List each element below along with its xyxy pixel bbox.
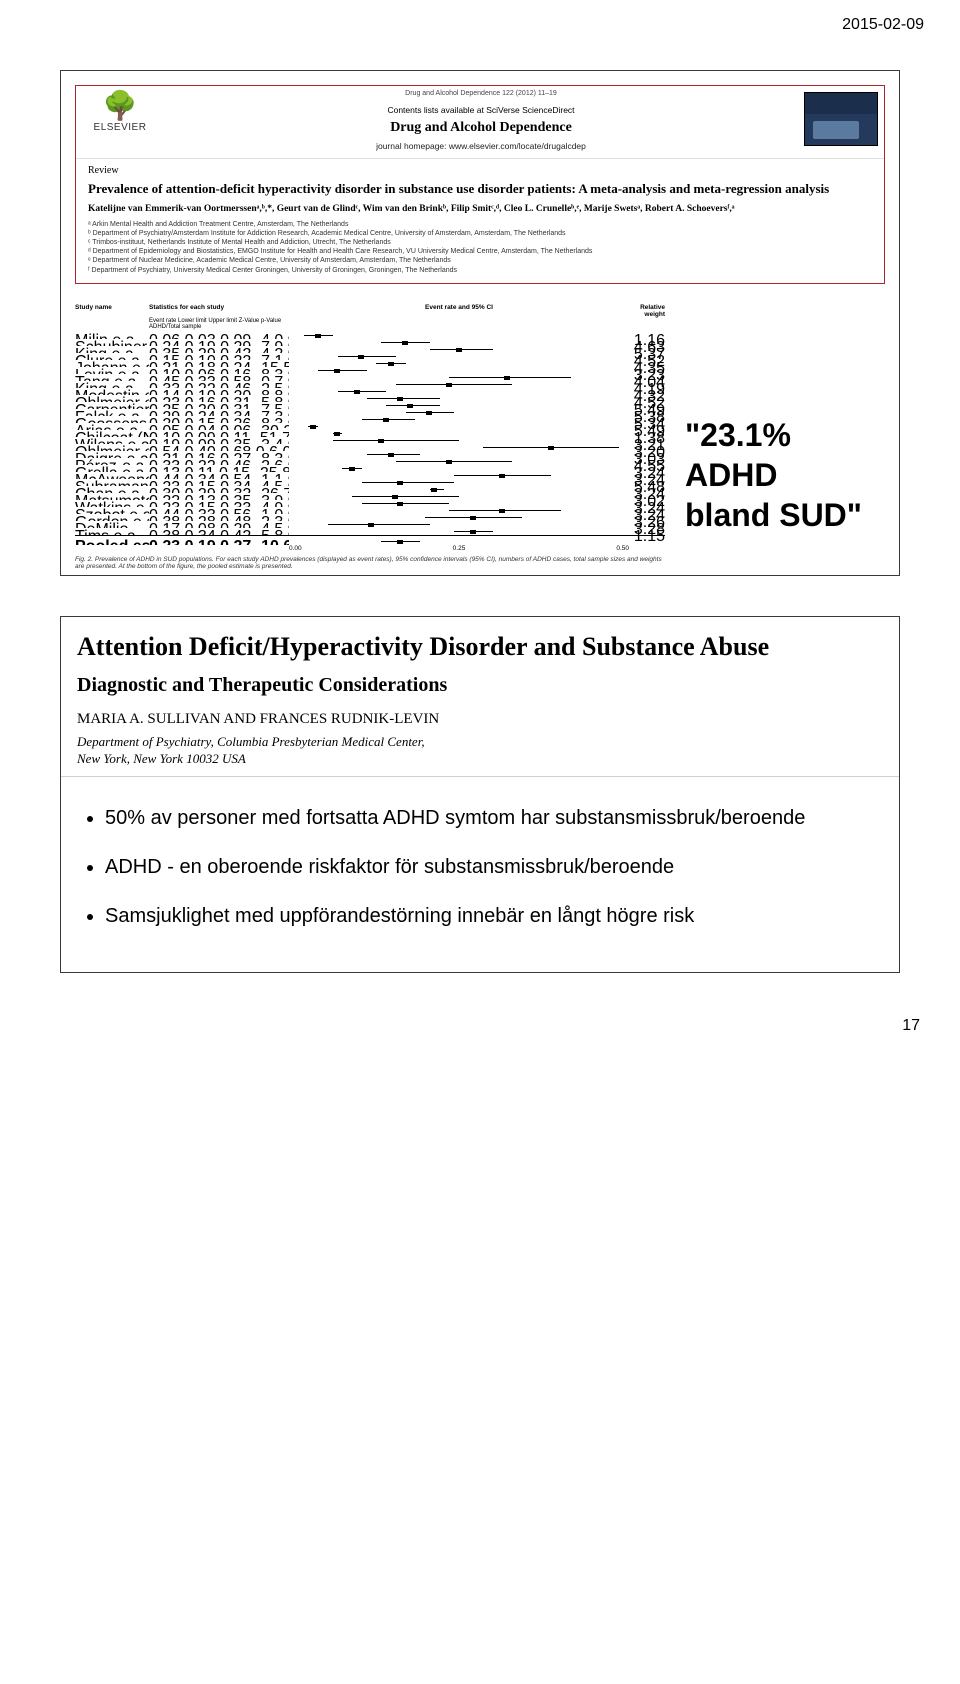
forest-col-study: Study name xyxy=(75,304,149,318)
affiliation-list: ᵃ Arkin Mental Health and Addiction Trea… xyxy=(76,218,884,283)
headline-quote: "23.1% ADHD bland SUD" xyxy=(685,415,893,535)
article-type-label: Review xyxy=(76,159,884,178)
affiliation-line: ᵈ Department of Epidemiology and Biostat… xyxy=(88,247,872,256)
forest-study-row: Levin e.a.0.10 0.06 0.16 -8.3 0.00 14/13… xyxy=(75,367,665,374)
author-list: Katelijne van Emmerik-van Oortmerssenᵃ,ᵇ… xyxy=(76,199,884,218)
slide2-affiliation: Department of Psychiatry, Columbia Presb… xyxy=(77,734,883,768)
headline-line1: "23.1% ADHD xyxy=(685,415,881,495)
slide2-authors: MARIA A. SULLIVAN AND FRANCES RUDNIK-LEV… xyxy=(77,711,883,728)
forest-study-row: Arias e.a.0.05 0.04 0.06 -30.2 0.00 98/1… xyxy=(75,423,665,430)
forest-study-row: DeMilio0.17 0.08 0.29 -4.5 0.00 8/573.28 xyxy=(75,521,665,528)
forest-study-row: Modestin e.a.0.14 0.10 0.20 -8.8 0.00 19… xyxy=(75,388,665,395)
forest-study-row: Grella e.a.0.13 0.11 0.15 -25.8 0.00 145… xyxy=(75,465,665,472)
forest-col-stats: Statistics for each study xyxy=(149,304,289,318)
elsevier-logo-block: 🌳 ELSEVIER xyxy=(76,86,164,158)
forest-study-row: King e.a.0.33 0.22 0.46 -2.5 0.01 22/664… xyxy=(75,381,665,388)
elsevier-tree-icon: 🌳 xyxy=(80,92,160,120)
headline-line2: bland SUD" xyxy=(685,495,881,535)
affiliation-line: ᵉ Department of Nuclear Medicine, Academ… xyxy=(88,256,872,265)
forest-study-row: Goossens e.a.0.20 0.15 0.26 -8.3 0.00 41… xyxy=(75,416,665,423)
forest-study-row: Wilens e.a.0.19 0.09 0.35 -3.4 0.00 6/31… xyxy=(75,437,665,444)
forest-study-row: Chilcoat (NESARC)0.10 0.09 0.11 -51.7 0.… xyxy=(75,430,665,437)
forest-study-row: Watkins e.a.0.23 0.15 0.33 -4.9 0.00 17/… xyxy=(75,500,665,507)
slide-2: Attention Deficit/Hyperactivity Disorder… xyxy=(60,616,900,972)
forest-study-row: Falck e.a.0.29 0.24 0.34 -7.3 0.00 85/29… xyxy=(75,409,665,416)
forest-study-row: Johann e.a.0.21 0.18 0.24 -15.5 0.00 65/… xyxy=(75,360,665,367)
journal-issue: Drug and Alcohol Dependence 122 (2012) 1… xyxy=(170,90,792,99)
header-date: 2015-02-09 xyxy=(0,0,960,42)
contents-line: Contents lists available at SciVerse Sci… xyxy=(170,105,792,116)
journal-title: Drug and Alcohol Dependence xyxy=(170,119,792,137)
forest-col-axis: Event rate and 95% CI xyxy=(289,304,629,318)
paper-title: Prevalence of attention-deficit hyperact… xyxy=(76,177,884,199)
forest-study-row: Carpentier e.a.0.25 0.20 0.31 -7.5 0.00 … xyxy=(75,402,665,409)
forest-study-row: Ohlmeier e.a.0.54 0.40 0.68 0.6 0.55 30/… xyxy=(75,444,665,451)
forest-study-row: Clure e.a.0.15 0.10 0.22 -7.1 0.01 19/12… xyxy=(75,353,665,360)
forest-xaxis: 0.00 0.25 0.50 xyxy=(289,545,629,552)
forest-study-row: Szobot e.a.0.44 0.33 0.56 -1.0 0.31 27/6… xyxy=(75,507,665,514)
forest-plot: Milin e.a.0.06 0.03 0.09 -4.0 0.01 14/22… xyxy=(75,332,665,545)
slide2-title: Attention Deficit/Hyperactivity Disorder… xyxy=(77,631,883,664)
affiliation-line: ᶜ Trimbos-instituut, Netherlands Institu… xyxy=(88,238,872,247)
forest-study-row: Tang e.a.0.45 0.33 0.58 -0.7 0.47 28/624… xyxy=(75,374,665,381)
slide2-paper-header: Attention Deficit/Hyperactivity Disorder… xyxy=(61,617,899,776)
forest-study-row: Pérez-e.a.0.33 0.22 0.46 -2.6 0.01 22/67… xyxy=(75,458,665,465)
forest-pooled-row: Pooled estimate0.23 0.19 0.27 -10.6 0.00 xyxy=(75,535,665,545)
forest-xaxis-tick: 0.50 xyxy=(616,545,629,552)
forest-study-row: Tims e.a.0.38 0.34 0.42 -5.8 0.00 225/60… xyxy=(75,528,665,535)
forest-caption: Fig. 2. Prevalence of ADHD in SUD popula… xyxy=(75,556,665,572)
forest-study-row: Milin e.a.0.06 0.03 0.09 -4.0 0.01 14/22… xyxy=(75,332,665,339)
affiliation-line: ᵇ Department of Psychiatry/Amsterdam Ins… xyxy=(88,229,872,238)
elsevier-label: ELSEVIER xyxy=(80,122,160,135)
affiliation-line: ᶠ Department of Psychiatry, University M… xyxy=(88,266,872,275)
affiliation-line: ᵃ Arkin Mental Health and Addiction Trea… xyxy=(88,220,872,229)
forest-study-row: Matsumoto e.a.0.22 0.13 0.35 -3.9 0.00 1… xyxy=(75,493,665,500)
paper-header-box: 🌳 ELSEVIER Drug and Alcohol Dependence 1… xyxy=(75,85,885,284)
forest-xaxis-tick: 0.25 xyxy=(453,545,466,552)
slide2-subtitle: Diagnostic and Therapeutic Consideration… xyxy=(77,674,883,697)
journal-homepage: journal homepage: www.elsevier.com/locat… xyxy=(170,141,792,152)
slide-1: 🌳 ELSEVIER Drug and Alcohol Dependence 1… xyxy=(60,70,900,576)
forest-study-row: McAweeney e.a.0.44 0.34 0.54 -1.1 0.26 4… xyxy=(75,472,665,479)
forest-xaxis-tick: 0.00 xyxy=(289,545,302,552)
forest-col-weight: Relative weight xyxy=(629,304,665,318)
forest-study-row: Gordon e.a.0.38 0.28 0.48 -2.3 0.02 35/9… xyxy=(75,514,665,521)
forest-study-row: Schubiner e.a.0.24 0.19 0.29 -7.9 0.00 4… xyxy=(75,339,665,346)
forest-study-row: Ohlmeier e.a.0.23 0.16 0.31 -5.8 0.00 27… xyxy=(75,395,665,402)
forest-study-row: Subramaniam e.a.0.23 0.15 0.34 -4.5 0.00… xyxy=(75,479,665,486)
journal-cover-thumbnail xyxy=(804,92,878,146)
bullet-item: ADHD - en oberoende riskfaktor för subst… xyxy=(105,854,877,881)
forest-study-row: King e.a.0.35 0.29 0.42 -4.2 0.02 74/208… xyxy=(75,346,665,353)
footer-page-number: 17 xyxy=(0,1013,960,1075)
forest-study-row: Chan e.a.0.30 0.29 0.32 -26.7 0.00 1106/… xyxy=(75,486,665,493)
bullet-list: 50% av personer med fortsatta ADHD symto… xyxy=(61,777,899,972)
bullet-item: Samsjuklighet med uppförandestörning inn… xyxy=(105,903,877,930)
forest-study-row: Daigre e.a.0.21 0.16 0.27 -8.3 0.00 46/2… xyxy=(75,451,665,458)
bullet-item: 50% av personer med fortsatta ADHD symto… xyxy=(105,805,877,832)
forest-stat-subheaders: Event rate Lower limit Upper limit Z-Val… xyxy=(149,318,289,330)
